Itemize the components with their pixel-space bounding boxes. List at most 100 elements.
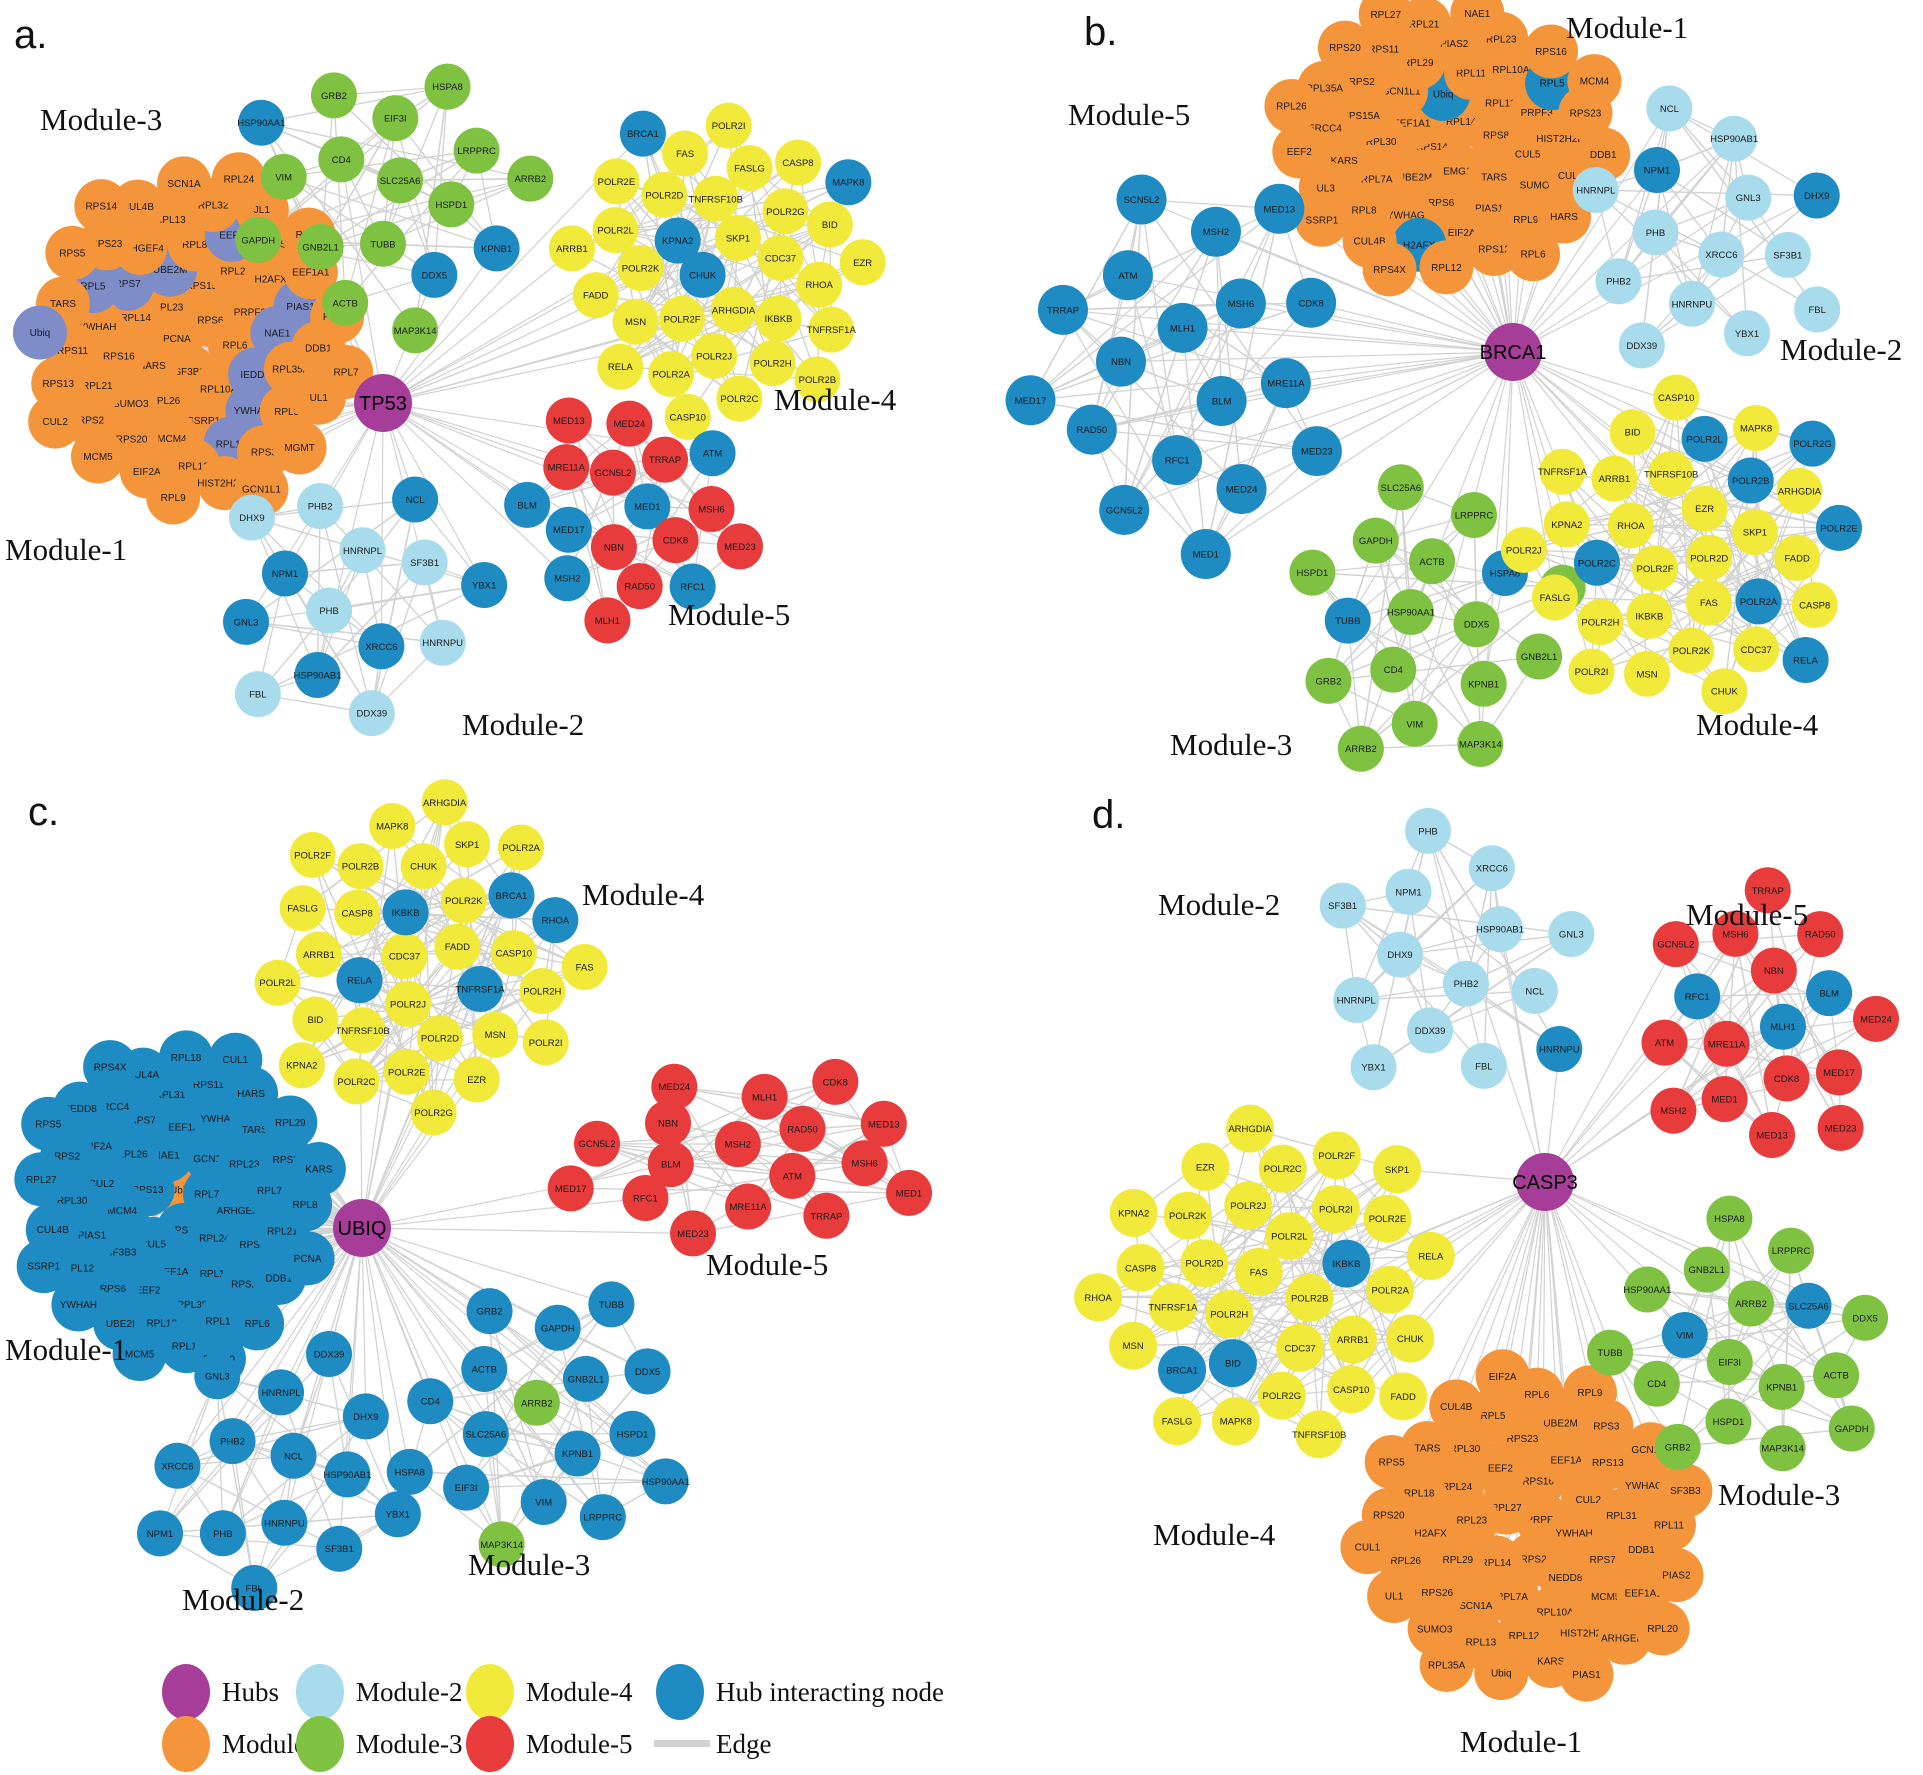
node-text: EEF1A2	[168, 1123, 206, 1134]
node-text: YWHAG	[1387, 211, 1425, 222]
edge	[177, 1415, 366, 1467]
hub-edge	[382, 402, 567, 468]
edge	[1098, 1296, 1310, 1299]
node-HSPD1: HSPD1	[1705, 1398, 1752, 1445]
hub-edge	[1240, 302, 1514, 353]
node-text: RPS11	[57, 346, 88, 357]
hub-edge	[1544, 970, 1775, 1183]
node-text: RPL14	[1446, 117, 1477, 128]
node-GAPDH: GAPDH	[235, 216, 282, 263]
node-text: RPL31	[155, 1090, 186, 1101]
edge	[1029, 199, 1143, 401]
node-DDX5: DDX5	[1453, 601, 1500, 648]
node-HSP90AA1: HSP90AA1	[1387, 588, 1435, 635]
node-BID: BID	[806, 201, 853, 248]
node-text: NCL	[284, 1451, 303, 1462]
node-MED24: MED24	[1216, 464, 1267, 515]
module-caption-c-Module-1: Module-1	[5, 1332, 127, 1367]
node-MSH6: MSH6	[841, 1140, 888, 1187]
node-text: RPL8	[1352, 205, 1377, 216]
node-text: ARHGDIA	[712, 305, 756, 316]
node-MRE11A: MRE11A	[543, 444, 590, 491]
node-RFC1: RFC1	[622, 1174, 669, 1221]
legend-swatch	[466, 1664, 514, 1720]
node-POLR2J: POLR2J	[1224, 1181, 1273, 1230]
node-MED13: MED13	[860, 1100, 907, 1147]
node-text: POLR2B	[1732, 476, 1770, 487]
node-POLR2J: POLR2J	[1500, 526, 1547, 573]
node-text: GCN5L2	[594, 468, 631, 479]
hub-text: TP53	[359, 393, 407, 415]
edge	[222, 1392, 282, 1534]
node-text: RPL35A	[1428, 1660, 1466, 1671]
legend-item-module-2: Module-2	[296, 1664, 462, 1720]
node-text: POLR2F	[1637, 564, 1674, 575]
legend-text: Module-4	[526, 1677, 633, 1707]
node-text: UBE2I	[106, 1319, 135, 1330]
node-text: RPS2	[78, 416, 105, 427]
node-text: EEF2	[219, 230, 244, 241]
node-RPL20: RPL20	[1635, 1601, 1690, 1656]
edge	[429, 1400, 604, 1518]
node-text: MAPK8	[1740, 424, 1772, 435]
edge	[1654, 567, 1806, 661]
node-text: TNFRSF1A	[1148, 1303, 1198, 1314]
node-RPL27: RPL27	[14, 1152, 69, 1207]
node-text: RFC1	[1685, 992, 1710, 1003]
node-text: PHB2	[220, 1437, 245, 1448]
edge	[1755, 527, 1840, 650]
node-text: RHOA	[1617, 521, 1645, 532]
node-text: MED13	[868, 1119, 900, 1130]
edge	[1410, 611, 1481, 745]
node-ARHGDIA: ARHGDIA	[1226, 1104, 1275, 1153]
edge	[1647, 1288, 1809, 1307]
node-text: RPL26	[1276, 102, 1307, 113]
node-text: GNB2L1	[302, 242, 338, 253]
node-SLC25A6: SLC25A6	[1785, 1282, 1832, 1329]
node-IKBKB: IKBKB	[1322, 1239, 1371, 1288]
edge	[1673, 1071, 1840, 1112]
node-ARRB1: ARRB1	[1591, 455, 1638, 502]
node-MSN: MSN	[1624, 650, 1671, 697]
node-text: RPL20	[1647, 1624, 1678, 1635]
node-POLR2F: POLR2F	[1312, 1131, 1361, 1180]
node-text: PHB	[319, 606, 339, 617]
node-text: BID	[822, 220, 838, 231]
node-KPNA2: KPNA2	[1109, 1188, 1158, 1237]
node-MED1: MED1	[886, 1169, 933, 1216]
node-text: ARRB1	[556, 244, 588, 255]
node-text: LRPPRC	[584, 1513, 623, 1524]
node-text: Ubiq	[1433, 90, 1454, 101]
hub-text: CASP3	[1512, 1172, 1578, 1194]
node-NPM1: NPM1	[137, 1510, 184, 1557]
node-TRRAP: TRRAP	[1744, 867, 1791, 914]
edge	[489, 1310, 633, 1435]
node-CASP8: CASP8	[1791, 581, 1838, 628]
hub-edge	[361, 1227, 367, 1417]
node-CHUK: CHUK	[400, 843, 447, 890]
edge	[692, 1192, 910, 1235]
node-text: SCN1A	[1459, 1601, 1493, 1612]
node-DDX39: DDX39	[348, 690, 395, 737]
node-text: BLM	[661, 1160, 681, 1171]
node-CUL1: CUL1	[1340, 1520, 1395, 1575]
node-GCN5L2: GCN5L2	[589, 449, 636, 496]
node-text: HNRNPL	[1576, 186, 1615, 197]
node-text: SKP1	[1385, 1165, 1409, 1176]
node-ATM: ATM	[769, 1152, 816, 1199]
edge	[344, 150, 478, 304]
node-text: TARS	[50, 299, 76, 310]
node-text: TARS	[242, 1125, 268, 1136]
node-POLR2F: POLR2F	[289, 831, 336, 878]
node-IKBKB: IKBKB	[382, 889, 429, 936]
node-text: NBN	[1111, 357, 1131, 368]
node-CASP10: CASP10	[1327, 1365, 1376, 1414]
node-text: CUL4B	[1440, 1402, 1473, 1413]
legend-swatch	[162, 1716, 210, 1772]
edge	[713, 210, 787, 357]
node-text: CD4	[332, 155, 351, 166]
node-MRE11A: MRE11A	[1703, 1020, 1750, 1067]
node-text: HIST2H2BE	[197, 479, 252, 490]
node-text: DDX39	[357, 709, 388, 720]
node-text: RPL29	[1443, 1555, 1474, 1566]
